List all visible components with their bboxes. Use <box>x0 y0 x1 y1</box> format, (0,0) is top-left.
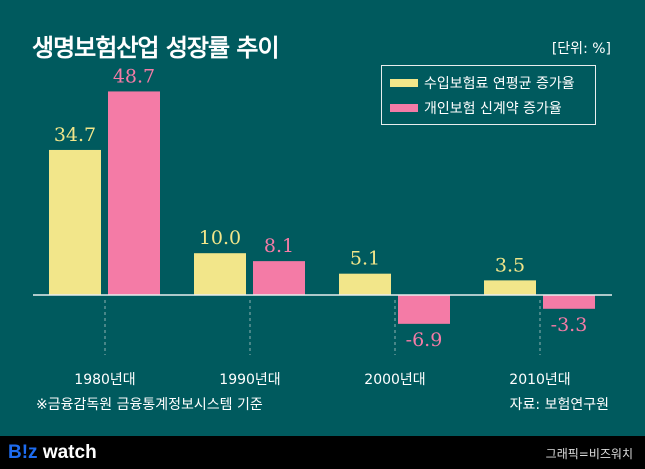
bar <box>543 295 595 309</box>
data-label: 3.5 <box>495 254 525 276</box>
bar <box>108 91 160 296</box>
data-label: 34.7 <box>54 124 96 146</box>
legend-item: 개인보험 신계약 증가율 <box>390 95 595 120</box>
x-tick-label: 1980년대 <box>74 372 135 388</box>
bar <box>194 253 246 295</box>
data-label: -3.3 <box>551 314 588 336</box>
x-tick-label: 2000년대 <box>364 372 425 388</box>
graphic-credit: 그래픽=비즈워치 <box>545 447 633 461</box>
data-label: 10.0 <box>199 227 241 249</box>
data-source: 자료: 보험연구원 <box>509 397 609 413</box>
data-label: -6.9 <box>406 329 443 351</box>
bar <box>253 261 305 295</box>
bizwatch-logo: B!z watch <box>8 442 97 463</box>
bar <box>484 280 536 295</box>
legend: 수입보험료 연평균 증가율 개인보험 신계약 증가율 <box>381 65 596 125</box>
bar-chart: 1980년대 34.7 48.7 1990년대 10.0 8.1 2000년대 5.1 -6.9… <box>33 65 612 388</box>
legend-label: 수입보험료 연평균 증가율 <box>424 75 575 92</box>
legend-swatch <box>390 103 418 112</box>
chart-title: 생명보험산업 성장률 추이 <box>32 34 280 62</box>
data-label: 8.1 <box>264 235 294 257</box>
bar <box>339 273 391 295</box>
data-label: 5.1 <box>350 248 380 270</box>
legend-label: 개인보험 신계약 증가율 <box>424 100 562 117</box>
data-note: ※금융감독원 금융통계정보시스템 기준 <box>36 397 263 413</box>
bar <box>398 295 450 324</box>
bar <box>49 149 101 295</box>
x-tick-label: 2010년대 <box>509 372 570 388</box>
legend-swatch <box>390 78 418 87</box>
footer-bar: B!z watch 그래픽=비즈워치 <box>0 436 645 469</box>
legend-item: 수입보험료 연평균 증가율 <box>390 70 595 95</box>
x-tick-label: 1990년대 <box>219 372 280 388</box>
unit-label: [단위: %] <box>551 41 611 57</box>
data-label: 48.7 <box>113 65 155 87</box>
